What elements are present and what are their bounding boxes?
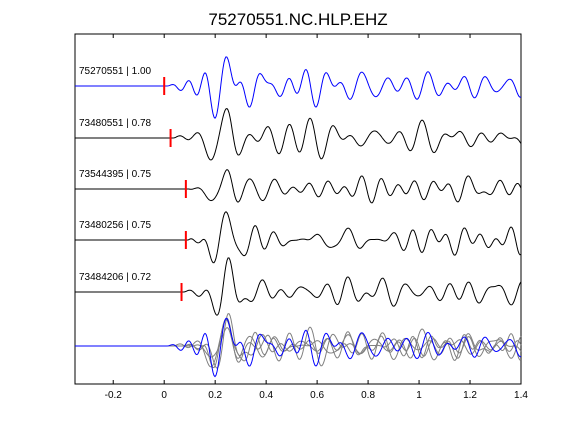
plot-frame bbox=[74, 33, 522, 385]
trace-73544395 bbox=[75, 169, 522, 204]
x-tick-label: 0.8 bbox=[361, 390, 375, 401]
trace-73484206 bbox=[75, 257, 522, 316]
trace-73480256 bbox=[75, 211, 522, 264]
overlay-stack bbox=[75, 313, 522, 378]
trace-75270551 bbox=[75, 56, 522, 119]
trace-label-75270551: 75270551 | 1.00 bbox=[79, 66, 152, 77]
trace-label-73480256: 73480256 | 0.75 bbox=[79, 220, 152, 231]
x-tick-label: 0.4 bbox=[259, 390, 273, 401]
stack-trace-75270551 bbox=[75, 317, 522, 378]
x-tick-label: 1.2 bbox=[463, 390, 477, 401]
x-tick-label: 0.6 bbox=[310, 390, 324, 401]
trace-73480551 bbox=[75, 108, 522, 161]
x-tick-label: 1 bbox=[416, 390, 422, 401]
trace-label-73480551: 73480551 | 0.78 bbox=[79, 118, 152, 129]
x-axis: -0.2 0 0.2 0.4 0.6 0.8 1 1.2 1.4 bbox=[105, 34, 528, 401]
trace-label-73484206: 73484206 | 0.72 bbox=[79, 272, 152, 283]
trace-group: 75270551 | 1.00 73480551 | 0.78 73544395 |… bbox=[75, 56, 522, 316]
x-tick-label: -0.2 bbox=[105, 390, 123, 401]
trace-label-73544395: 73544395 | 0.75 bbox=[79, 169, 152, 180]
x-tick-label: 0 bbox=[161, 390, 167, 401]
chart-title: 75270551.NC.HLP.EHZ bbox=[208, 10, 387, 29]
x-tick-label: 1.4 bbox=[514, 390, 528, 401]
x-tick-label: 0.2 bbox=[208, 390, 222, 401]
